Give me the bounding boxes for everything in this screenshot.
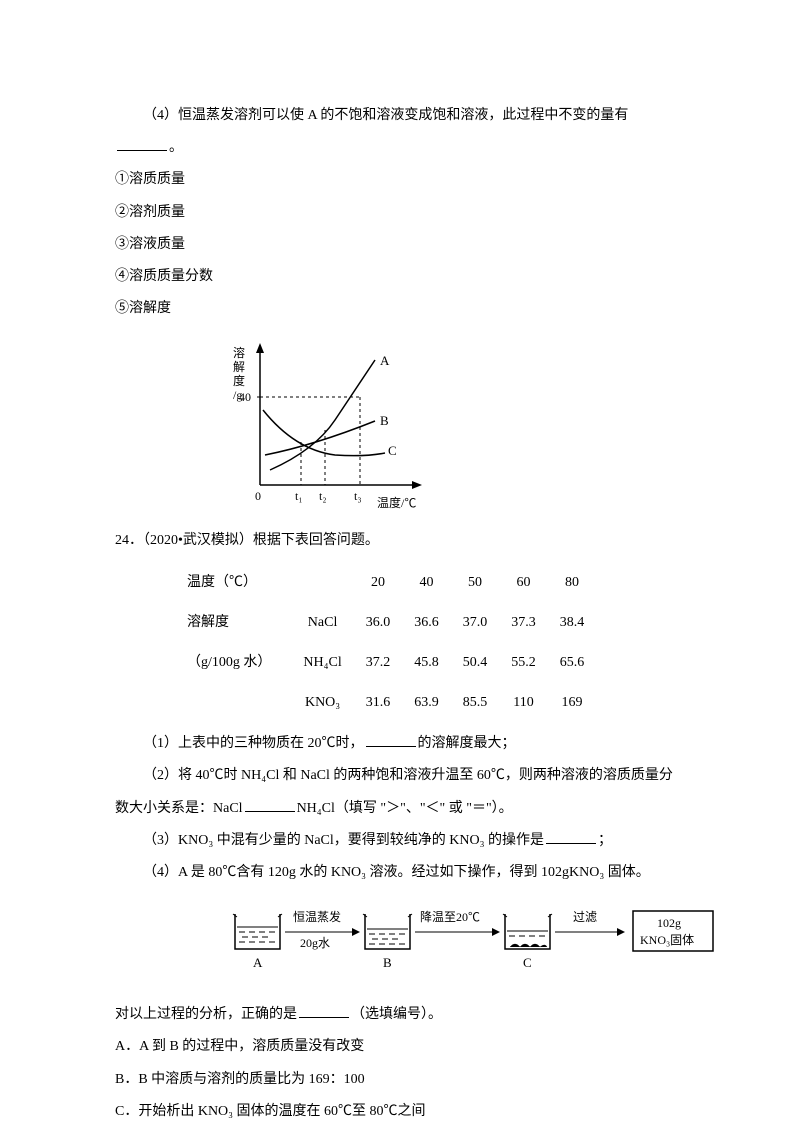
sub1-blank[interactable] xyxy=(366,730,416,747)
q4-option-4: ④溶质质量分数 xyxy=(115,261,679,293)
result-line1: 102g xyxy=(657,916,681,930)
analysis-prefix: 对以上过程的分析，正确的是 xyxy=(115,1007,297,1022)
sub2-line2-suffix: NH₄Cl（填写 "＞"、"＜" 或 "＝"）。 xyxy=(297,801,513,816)
sub3-prefix: （3）KNO₃ 中混有少量的 NaCl，要得到较纯净的 KNO₃ 的操作是 xyxy=(143,833,544,848)
svg-text:度: 度 xyxy=(233,373,245,388)
q4-option-3: ③溶液质量 xyxy=(115,229,679,261)
q24-option-b: B．B 中溶质与溶剂的质量比为 169：100 xyxy=(115,1064,679,1096)
table-cell: 169 xyxy=(548,683,597,723)
beaker-b-icon xyxy=(363,914,412,949)
q24-header: 24．（2020•武汉模拟）根据下表回答问题。 xyxy=(115,525,679,557)
chart-ytick-40: 40 xyxy=(239,390,251,404)
sub2-blank[interactable] xyxy=(245,795,295,812)
chart-curve-c-label: C xyxy=(388,443,397,458)
q24-option-c: C．开始析出 KNO₃ 固体的温度在 60℃至 80℃之间 xyxy=(115,1096,679,1128)
table-temp-0: 20 xyxy=(354,563,403,603)
sub3-blank[interactable] xyxy=(546,827,596,844)
q4-option-1: ①溶质质量 xyxy=(115,164,679,196)
q4-blank[interactable] xyxy=(117,134,167,151)
table-solubility-label-2: （g/100g 水） xyxy=(175,643,291,683)
q4-suffix: 。 xyxy=(169,140,183,155)
table-temp-3: 60 xyxy=(499,563,548,603)
table-cell: 31.6 xyxy=(354,683,403,723)
chart-curve-b-label: B xyxy=(380,413,389,428)
process-diagram: A 恒温蒸发 20g水 B 降温至20℃ C 过 xyxy=(225,899,725,989)
table-cell: 65.6 xyxy=(548,643,597,683)
svg-text:恒温蒸发: 恒温蒸发 xyxy=(293,909,341,924)
svg-text:20g水: 20g水 xyxy=(300,936,330,950)
q24-sub2-line1: （2）将 40℃时 NH₄Cl 和 NaCl 的两种饱和溶液升温至 60℃，则两… xyxy=(115,760,679,792)
solubility-chart: 溶 解 度 /g 40 A B C 0 t₁ t₂ t₃ 温度/℃ xyxy=(225,335,435,515)
svg-text:t₁: t₁ xyxy=(295,489,303,503)
q24-sub2-line2: 数大小关系是：NaCl NH₄Cl（填写 "＞"、"＜" 或 "＝"）。 xyxy=(115,793,679,825)
table-cell: 37.0 xyxy=(451,603,500,643)
table-row-name-0: NaCl xyxy=(291,603,353,643)
table-temp-4: 80 xyxy=(548,563,597,603)
q4-option-2: ②溶剂质量 xyxy=(115,197,679,229)
table-cell: 110 xyxy=(499,683,548,723)
table-cell: 36.6 xyxy=(402,603,451,643)
svg-text:降温至20℃: 降温至20℃ xyxy=(420,910,480,924)
beaker-c-icon xyxy=(503,914,552,949)
sub3-suffix: ； xyxy=(598,833,612,848)
svg-text:过滤: 过滤 xyxy=(573,910,597,924)
beaker-b-label: B xyxy=(383,955,392,970)
table-cell: 85.5 xyxy=(451,683,500,723)
q4-prefix: （4）恒温蒸发溶剂可以使 A 的不饱和溶液变成饱和溶液，此过程中不变的量有 xyxy=(143,108,628,123)
result-line2: KNO₃固体 xyxy=(640,933,694,947)
beaker-c-label: C xyxy=(523,955,532,970)
analysis-blank[interactable] xyxy=(299,1001,349,1018)
beaker-a-label: A xyxy=(253,955,263,970)
analysis-suffix: （选填编号）。 xyxy=(351,1007,442,1022)
q24-sub1: （1）上表中的三种物质在 20℃时， 的溶解度最大； xyxy=(115,728,679,760)
q24-sub4: （4）A 是 80℃含有 120g 水的 KNO₃ 溶液。经过如下操作，得到 1… xyxy=(115,857,679,889)
table-cell: 45.8 xyxy=(402,643,451,683)
table-temp-1: 40 xyxy=(402,563,451,603)
table-cell: 38.4 xyxy=(548,603,597,643)
svg-text:温度/℃: 温度/℃ xyxy=(377,495,416,510)
svg-text:t₂: t₂ xyxy=(319,489,327,503)
svg-text:t₃: t₃ xyxy=(354,489,362,503)
table-cell: 37.2 xyxy=(354,643,403,683)
table-temp-label: 温度（℃） xyxy=(175,563,354,603)
sub1-prefix: （1）上表中的三种物质在 20℃时， xyxy=(143,736,364,751)
q24-analysis: 对以上过程的分析，正确的是 （选填编号）。 xyxy=(115,999,679,1031)
table-cell: 36.0 xyxy=(354,603,403,643)
question-4: （4）恒温蒸发溶剂可以使 A 的不饱和溶液变成饱和溶液，此过程中不变的量有。 xyxy=(115,100,679,164)
table-cell: 50.4 xyxy=(451,643,500,683)
table-solubility-label-1: 溶解度 xyxy=(175,603,291,643)
q4-option-5: ⑤溶解度 xyxy=(115,293,679,325)
table-cell: 55.2 xyxy=(499,643,548,683)
svg-text:溶: 溶 xyxy=(233,345,245,360)
solubility-table: 温度（℃） 20 40 50 60 80 溶解度 NaCl 36.0 36.6 … xyxy=(175,563,679,724)
q24-sub3: （3）KNO₃ 中混有少量的 NaCl，要得到较纯净的 KNO₃ 的操作是 ； xyxy=(115,825,679,857)
beaker-a-icon xyxy=(233,914,282,949)
chart-curve-a-label: A xyxy=(380,353,390,368)
sub2-line2-prefix: 数大小关系是：NaCl xyxy=(115,801,243,816)
table-temp-2: 50 xyxy=(451,563,500,603)
table-row-name-2: KNO₃ xyxy=(291,683,353,723)
svg-text:0: 0 xyxy=(255,489,261,503)
table-row-name-1: NH₄Cl xyxy=(291,643,353,683)
q24-option-a: A．A 到 B 的过程中，溶质质量没有改变 xyxy=(115,1031,679,1063)
svg-text:解: 解 xyxy=(233,360,245,374)
table-cell: 37.3 xyxy=(499,603,548,643)
table-cell: 63.9 xyxy=(402,683,451,723)
sub1-suffix: 的溶解度最大； xyxy=(418,736,516,751)
